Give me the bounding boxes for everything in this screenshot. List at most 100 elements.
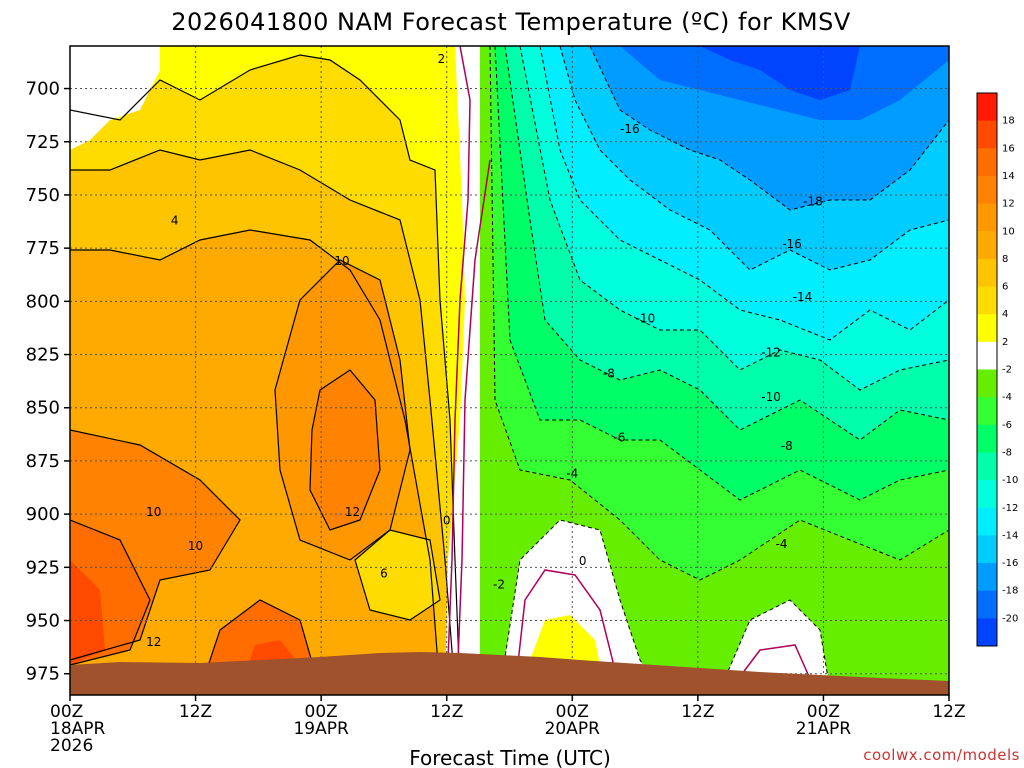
colorbar-label: -12 [1002,503,1018,514]
colorbar-swatch [977,507,997,536]
contour-label: 4 [171,213,179,227]
x-tick-label: 00Z [807,702,840,722]
plot-area [70,46,949,695]
x-tick-label: 19APR [293,719,349,739]
y-tick-label: 850 [26,398,60,419]
y-tick-label: 775 [26,238,60,259]
contour-lines-cold [489,46,949,691]
colorbar-swatch [977,314,997,343]
colorbar-swatch [977,231,997,260]
field-yellow-pocket [355,530,440,620]
x-tick-label: 18APR [50,719,106,739]
colorbar-swatch [977,452,997,481]
chart-title: 2026041800 NAM Forecast Temperature (ºC)… [171,8,851,36]
colorbar-swatch [977,397,997,426]
colorbar-label: 10 [1002,226,1015,237]
contour-label: -4 [776,537,788,551]
y-tick-label: 925 [26,557,60,578]
colorbar-frame [976,92,998,647]
colorbar-swatch [977,203,997,232]
contour-label: -10 [761,390,781,404]
contour-label: -18 [803,194,823,208]
y-tick-label: 825 [26,345,60,366]
x-tick-label: 12Z [681,702,714,722]
contour-label: -10 [636,311,656,325]
x-tick-label: 21APR [796,719,852,739]
colorbar-label: 8 [1002,254,1008,265]
y-tick-label: 700 [26,79,60,100]
colorbar-label: -2 [1002,365,1012,376]
contour-label: -14 [793,290,813,304]
contour-label: -4 [566,467,578,481]
contour-label: -8 [781,439,793,453]
contour-label: 0 [443,514,451,528]
colorbar-label: 2 [1002,337,1008,348]
contour-label: 10 [334,254,349,268]
contour-label: 2 [438,52,446,66]
y-tick-label: 725 [26,132,60,153]
contour-label: 10 [146,505,161,519]
colorbar-label: -16 [1002,558,1018,569]
colorbar-swatch [977,93,997,122]
contour-label: -6 [613,431,625,445]
colorbar-label: -10 [1002,475,1018,486]
y-tick-label: 750 [26,185,60,206]
colorbar-label: 16 [1002,143,1015,154]
colorbar-label: -20 [1002,613,1018,624]
contour-label: -12 [761,345,781,359]
contour-lines-warm [70,54,461,691]
field-warm-core-inner [310,370,380,530]
colorbar-label: -6 [1002,420,1012,431]
plot-frame [69,45,950,696]
credit-link[interactable]: coolwx.com/models [863,746,1020,764]
y-tick-label: 975 [26,664,60,685]
colorbar-swatch [977,258,997,288]
field-lowleft-hottest [70,560,105,665]
colorbar-label: -18 [1002,586,1018,597]
x-tick-label: 12Z [430,702,463,722]
field-white-pocket [70,46,160,150]
x-tick-label: 00Z [305,702,338,722]
x-tick-label: 20APR [545,719,601,739]
contour-labels: 2 4 10 10 10 12 6 12 0 -2 0 -16 -18 -16 -14 -10 -12 -8 -10… [146,52,823,649]
contour-label: 12 [345,505,360,519]
colorbar-label: 4 [1002,309,1008,320]
colorbar-swatch [977,120,997,149]
freezing-lines [447,46,816,691]
field-2to4-region [70,46,470,690]
y-tick-label: 900 [26,504,60,525]
colorbar-label: 14 [1002,171,1015,182]
x-tick-label: 12Z [932,702,965,722]
contour-label: -16 [782,237,802,251]
colorbar: 18 16 14 12 10 8 6 4 2 -2 -4 -6 -8 -10 -12 -14 -16 -18 -20 [976,92,1018,647]
terrain [70,652,949,695]
colorbar-label: -8 [1002,447,1012,458]
colorbar-swatch [977,369,997,398]
colorbar-swatch [977,286,997,315]
x-tick-label: 12Z [179,702,212,722]
colorbar-label: 18 [1002,116,1015,127]
x-axis-title: Forecast Time (UTC) [409,746,611,768]
contour-label: 0 [579,554,587,568]
field-yellow-lowpocket [530,615,600,665]
colorbar-swatch [977,341,997,370]
contour-label: 12 [146,635,161,649]
contour-label: -16 [620,122,640,136]
y-tick-label: 950 [26,611,60,632]
colorbar-swatch [977,175,997,205]
colorbar-label: -14 [1002,530,1018,541]
y-axis: 700 725 750 775 800 825 850 875 900 925 950 975 [26,79,70,685]
contour-label: -8 [603,367,615,381]
contour-label: 10 [188,539,203,553]
field-cold-22 [700,46,860,100]
colorbar-swatch [977,535,997,564]
y-tick-label: 800 [26,291,60,312]
colorbar-label: 6 [1002,282,1008,293]
colorbar-swatch [977,424,997,453]
colorbar-swatch [977,563,997,592]
colorbar-swatch [977,480,997,509]
y-tick-label: 875 [26,451,60,472]
x-tick-label: 00Z [50,702,83,722]
